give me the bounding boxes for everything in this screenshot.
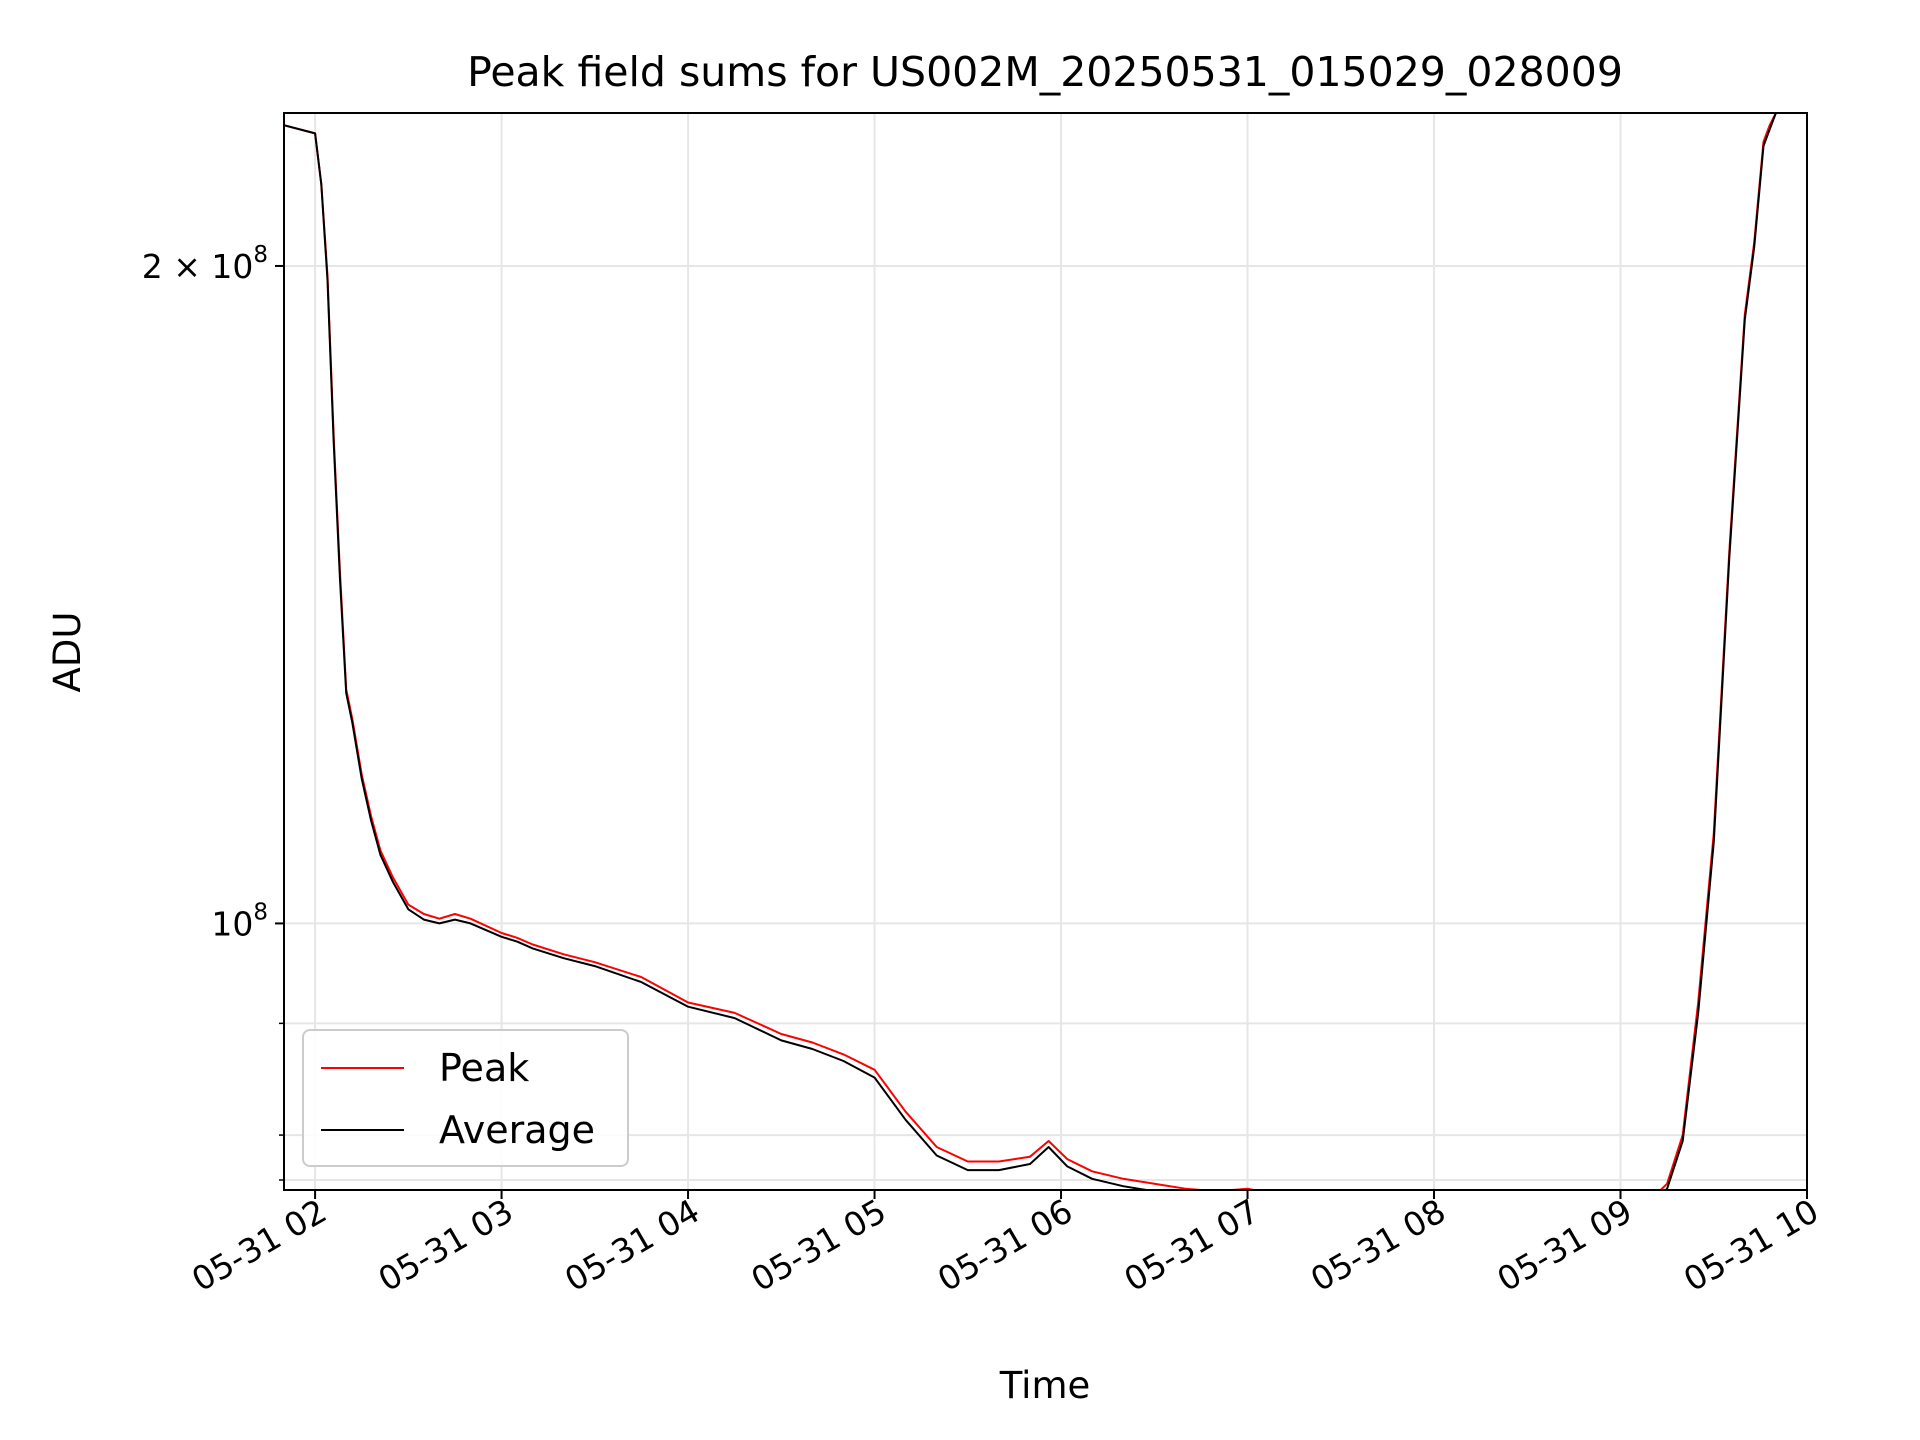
plot-area-frame: [283, 112, 1808, 1191]
series-layer: [284, 113, 1789, 1190]
legend-label-average: Average: [439, 1108, 595, 1152]
y-tick-label: 2 × 108: [142, 242, 268, 286]
legend: Peak Average: [302, 1029, 629, 1167]
legend-label-peak: Peak: [439, 1046, 529, 1090]
series-line-average: [284, 113, 1789, 1190]
y-tick-label: 108: [211, 899, 268, 943]
legend-box: [302, 1029, 629, 1167]
chart-title: Peak field sums for US002M_20250531_0150…: [467, 48, 1623, 96]
y-axis-label: ADU: [46, 612, 89, 693]
series-line-peak: [284, 113, 1789, 1190]
x-axis-label: Time: [999, 1364, 1091, 1407]
y-axis: 2 × 108 108: [142, 242, 284, 1181]
